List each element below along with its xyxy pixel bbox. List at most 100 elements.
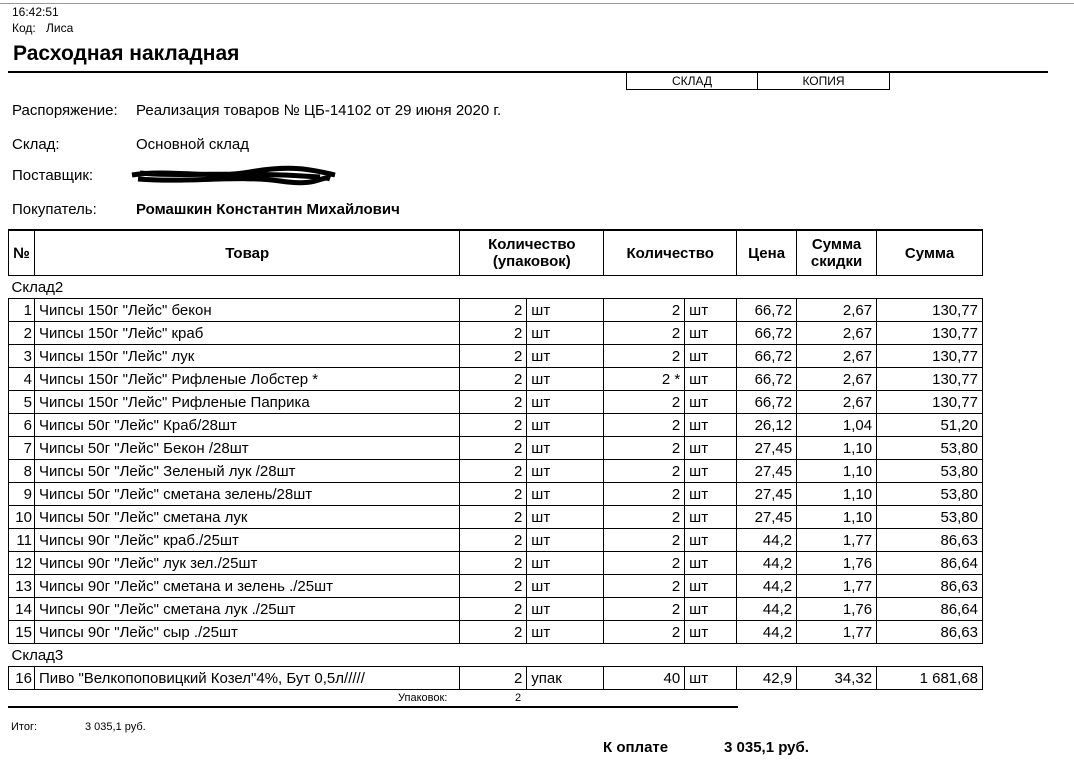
- qty-unit: шт: [684, 597, 738, 621]
- print-time: 16:42:51: [12, 5, 59, 19]
- product-name: Чипсы 90г "Лейс" сыр ./25шт: [33, 620, 461, 644]
- qty: 2: [603, 574, 686, 598]
- qty-unit: шт: [684, 528, 738, 552]
- table-row: 14 Чипсы 90г "Лейс" сметана лук ./25шт 2 шт…: [8, 597, 983, 621]
- qty-unit: шт: [684, 344, 738, 368]
- page-title: Расходная накладная: [13, 42, 240, 65]
- price: 27,45: [736, 482, 798, 506]
- sum: 1 681,68: [876, 666, 983, 690]
- pay-value: 3 035,1 руб.: [724, 739, 809, 756]
- price: 27,45: [736, 459, 798, 483]
- product-name: Чипсы 50г "Лейс" сметана зелень/28шт: [33, 482, 461, 506]
- discount: 2,67: [796, 344, 878, 368]
- total-label: Итог:: [11, 721, 38, 733]
- qty: 2: [603, 298, 686, 322]
- redaction-scribble: [131, 165, 336, 186]
- qty-packages-unit: шт: [526, 298, 605, 322]
- discount: 1,04: [796, 413, 878, 437]
- qty-packages: 2: [459, 528, 528, 552]
- box-sklad: СКЛАД: [626, 72, 758, 90]
- qty: 2: [603, 528, 686, 552]
- qty: 2: [603, 390, 686, 414]
- table-row: 13 Чипсы 90г "Лейс" сметана и зелень ./25…: [8, 574, 983, 598]
- col-discount: Сумма скидки: [796, 229, 878, 276]
- qty-packages: 2: [459, 620, 528, 644]
- code-value: Лиса: [46, 21, 74, 35]
- sum: 51,20: [876, 413, 983, 437]
- price: 66,72: [736, 298, 798, 322]
- discount: 2,67: [796, 298, 878, 322]
- qty-unit: шт: [684, 413, 738, 437]
- qty-packages: 2: [459, 344, 528, 368]
- discount: 1,76: [796, 551, 878, 575]
- row-number: 7: [8, 436, 35, 460]
- table-row: 11 Чипсы 90г "Лейс" краб./25шт 2 шт 2 шт 44,2 1…: [8, 528, 983, 552]
- row-number: 12: [8, 551, 35, 575]
- qty-packages: 2: [459, 459, 528, 483]
- sum: 130,77: [876, 390, 983, 414]
- table-header: № Товар Количество (упаковок) Количество…: [8, 229, 983, 276]
- row-number: 13: [8, 574, 35, 598]
- col-qty-packages: Количество (упаковок): [459, 229, 605, 276]
- qty-packages: 2: [459, 574, 528, 598]
- warehouse-label: Склад:: [12, 136, 60, 153]
- qty-packages-unit: шт: [526, 459, 605, 483]
- row-number: 1: [8, 298, 35, 322]
- group-row: Склад2: [9, 276, 983, 299]
- sum: 130,77: [876, 298, 983, 322]
- discount: 34,32: [796, 666, 878, 690]
- discount: 1,10: [796, 482, 878, 506]
- col-price: Цена: [736, 229, 798, 276]
- price: 44,2: [736, 620, 798, 644]
- qty-packages-unit: шт: [526, 436, 605, 460]
- sum: 130,77: [876, 321, 983, 345]
- row-number: 10: [8, 505, 35, 529]
- row-number: 9: [8, 482, 35, 506]
- qty-packages-unit: шт: [526, 482, 605, 506]
- price: 44,2: [736, 574, 798, 598]
- qty-packages: 2: [459, 436, 528, 460]
- qty: 2: [603, 413, 686, 437]
- group-name: Склад3: [11, 646, 64, 664]
- items-table: № Товар Количество (упаковок) Количество…: [8, 229, 983, 690]
- code-label: Код:: [12, 21, 36, 35]
- table-row: 3 Чипсы 150г "Лейс" лук 2 шт 2 шт 66,72 2,67 130…: [8, 344, 983, 368]
- price: 66,72: [736, 367, 798, 391]
- footer-rule: [8, 706, 738, 708]
- sum: 86,63: [876, 620, 983, 644]
- order-value: Реализация товаров № ЦБ-14102 от 29 июня…: [136, 102, 502, 119]
- title-rule: [8, 71, 1048, 73]
- price: 44,2: [736, 597, 798, 621]
- qty-unit: шт: [684, 436, 738, 460]
- product-name: Чипсы 50г "Лейс" Бекон /28шт: [33, 436, 461, 460]
- discount: 1,76: [796, 597, 878, 621]
- row-number: 4: [8, 367, 35, 391]
- box-kopiya: КОПИЯ: [757, 72, 890, 90]
- qty-packages: 2: [459, 597, 528, 621]
- qty-packages: 2: [459, 551, 528, 575]
- qty-unit: шт: [684, 666, 738, 690]
- col-sum: Сумма: [876, 229, 983, 276]
- qty-packages-unit: шт: [526, 528, 605, 552]
- qty-packages: 2: [459, 367, 528, 391]
- qty: 2: [603, 436, 686, 460]
- packages-label: Упаковок:: [398, 692, 448, 704]
- table-row: 5 Чипсы 150г "Лейс" Рифленые Паприка 2 шт 2 ш…: [8, 390, 983, 414]
- table-row: 15 Чипсы 90г "Лейс" сыр ./25шт 2 шт 2 шт 44,2 1…: [8, 620, 983, 644]
- table-row: 10 Чипсы 50г "Лейс" сметана лук 2 шт 2 шт 27,4…: [8, 505, 983, 529]
- qty: 2: [603, 551, 686, 575]
- product-name: Чипсы 150г "Лейс" бекон: [33, 298, 461, 322]
- product-name: Чипсы 90г "Лейс" сметана и зелень ./25шт: [33, 574, 461, 598]
- qty: 2: [603, 620, 686, 644]
- discount: 1,10: [796, 459, 878, 483]
- col-product: Товар: [33, 229, 461, 276]
- qty-packages-unit: шт: [526, 367, 605, 391]
- qty-packages: 2: [459, 298, 528, 322]
- qty-packages: 2: [459, 413, 528, 437]
- price: 66,72: [736, 344, 798, 368]
- row-number: 14: [8, 597, 35, 621]
- product-name: Чипсы 50г "Лейс" Краб/28шт: [33, 413, 461, 437]
- qty-unit: шт: [684, 321, 738, 345]
- product-name: Чипсы 90г "Лейс" сметана лук ./25шт: [33, 597, 461, 621]
- qty: 2: [603, 482, 686, 506]
